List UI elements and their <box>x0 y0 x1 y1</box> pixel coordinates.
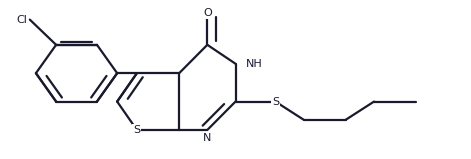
Text: O: O <box>203 8 211 18</box>
Text: N: N <box>203 133 211 143</box>
Text: Cl: Cl <box>16 15 27 25</box>
Text: NH: NH <box>246 59 262 69</box>
Text: S: S <box>272 97 279 107</box>
Text: S: S <box>133 125 140 135</box>
